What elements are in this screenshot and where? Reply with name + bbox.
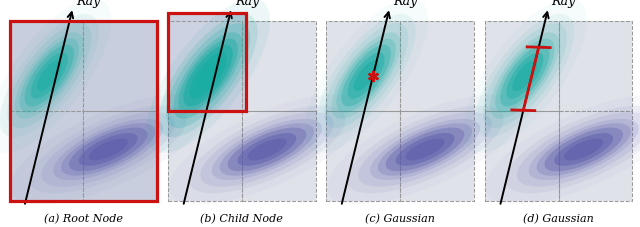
Bar — [559, 22, 632, 111]
Bar — [485, 111, 559, 201]
Ellipse shape — [513, 61, 537, 92]
Ellipse shape — [166, 24, 250, 128]
Bar — [10, 111, 83, 201]
Ellipse shape — [196, 61, 220, 92]
Ellipse shape — [183, 46, 233, 107]
Ellipse shape — [173, 33, 243, 119]
Bar — [400, 22, 474, 111]
Ellipse shape — [42, 113, 175, 187]
Ellipse shape — [29, 106, 187, 193]
Ellipse shape — [517, 113, 640, 187]
Bar — [326, 111, 400, 201]
Ellipse shape — [179, 39, 238, 113]
Ellipse shape — [247, 139, 287, 161]
Bar — [83, 111, 157, 201]
Ellipse shape — [337, 39, 396, 113]
Ellipse shape — [341, 46, 391, 107]
Ellipse shape — [0, 15, 99, 138]
Ellipse shape — [189, 53, 227, 99]
Ellipse shape — [188, 106, 346, 193]
Ellipse shape — [61, 124, 156, 176]
Ellipse shape — [24, 46, 74, 107]
Ellipse shape — [173, 33, 243, 119]
Text: (a) Root Node: (a) Root Node — [44, 213, 123, 223]
Ellipse shape — [179, 39, 238, 113]
Bar — [10, 22, 157, 201]
Bar — [326, 22, 400, 111]
Ellipse shape — [189, 53, 227, 99]
Ellipse shape — [405, 139, 445, 161]
Ellipse shape — [15, 33, 84, 119]
Bar — [10, 22, 157, 201]
Bar — [168, 14, 246, 111]
Text: Ray: Ray — [552, 0, 576, 8]
Text: Ray: Ray — [76, 0, 100, 8]
Ellipse shape — [529, 119, 639, 180]
Ellipse shape — [159, 15, 257, 138]
Ellipse shape — [396, 133, 454, 166]
Ellipse shape — [53, 119, 163, 180]
Ellipse shape — [183, 46, 233, 107]
Bar — [168, 22, 316, 201]
Ellipse shape — [358, 113, 492, 187]
Bar — [485, 22, 632, 201]
Ellipse shape — [386, 128, 464, 172]
Ellipse shape — [317, 15, 415, 138]
Ellipse shape — [196, 61, 220, 92]
Bar — [400, 111, 474, 201]
Bar — [559, 111, 632, 201]
Ellipse shape — [7, 24, 92, 128]
Bar — [83, 22, 157, 111]
Ellipse shape — [228, 128, 306, 172]
Ellipse shape — [505, 106, 640, 193]
Ellipse shape — [332, 33, 401, 119]
Text: Ray: Ray — [393, 0, 417, 8]
Bar — [242, 22, 316, 111]
Text: Ray: Ray — [235, 0, 259, 8]
Ellipse shape — [79, 133, 138, 166]
Ellipse shape — [483, 24, 567, 128]
Text: (c) Gaussian: (c) Gaussian — [365, 213, 435, 223]
Bar — [485, 22, 559, 111]
Ellipse shape — [220, 124, 314, 176]
Ellipse shape — [166, 24, 250, 128]
Bar — [10, 22, 83, 111]
Ellipse shape — [159, 15, 257, 138]
Ellipse shape — [554, 133, 613, 166]
Ellipse shape — [20, 39, 79, 113]
Bar — [326, 22, 474, 201]
Ellipse shape — [31, 53, 68, 99]
Bar — [168, 111, 242, 201]
Ellipse shape — [212, 119, 322, 180]
Ellipse shape — [500, 46, 550, 107]
Ellipse shape — [378, 124, 472, 176]
Ellipse shape — [506, 53, 543, 99]
Ellipse shape — [324, 24, 408, 128]
Text: (b) Child Node: (b) Child Node — [200, 213, 284, 223]
Ellipse shape — [495, 39, 555, 113]
Ellipse shape — [346, 106, 504, 193]
Ellipse shape — [370, 119, 480, 180]
Ellipse shape — [354, 61, 378, 92]
Ellipse shape — [88, 139, 128, 161]
Ellipse shape — [536, 124, 631, 176]
Ellipse shape — [348, 53, 385, 99]
Bar — [242, 111, 316, 201]
Ellipse shape — [564, 139, 604, 161]
Text: (d) Gaussian: (d) Gaussian — [524, 213, 594, 223]
Ellipse shape — [200, 113, 333, 187]
Ellipse shape — [476, 15, 574, 138]
Ellipse shape — [69, 128, 147, 172]
Ellipse shape — [545, 128, 623, 172]
Bar — [168, 22, 242, 111]
Ellipse shape — [237, 133, 296, 166]
Ellipse shape — [490, 33, 559, 119]
Bar — [168, 14, 246, 111]
Ellipse shape — [37, 61, 61, 92]
